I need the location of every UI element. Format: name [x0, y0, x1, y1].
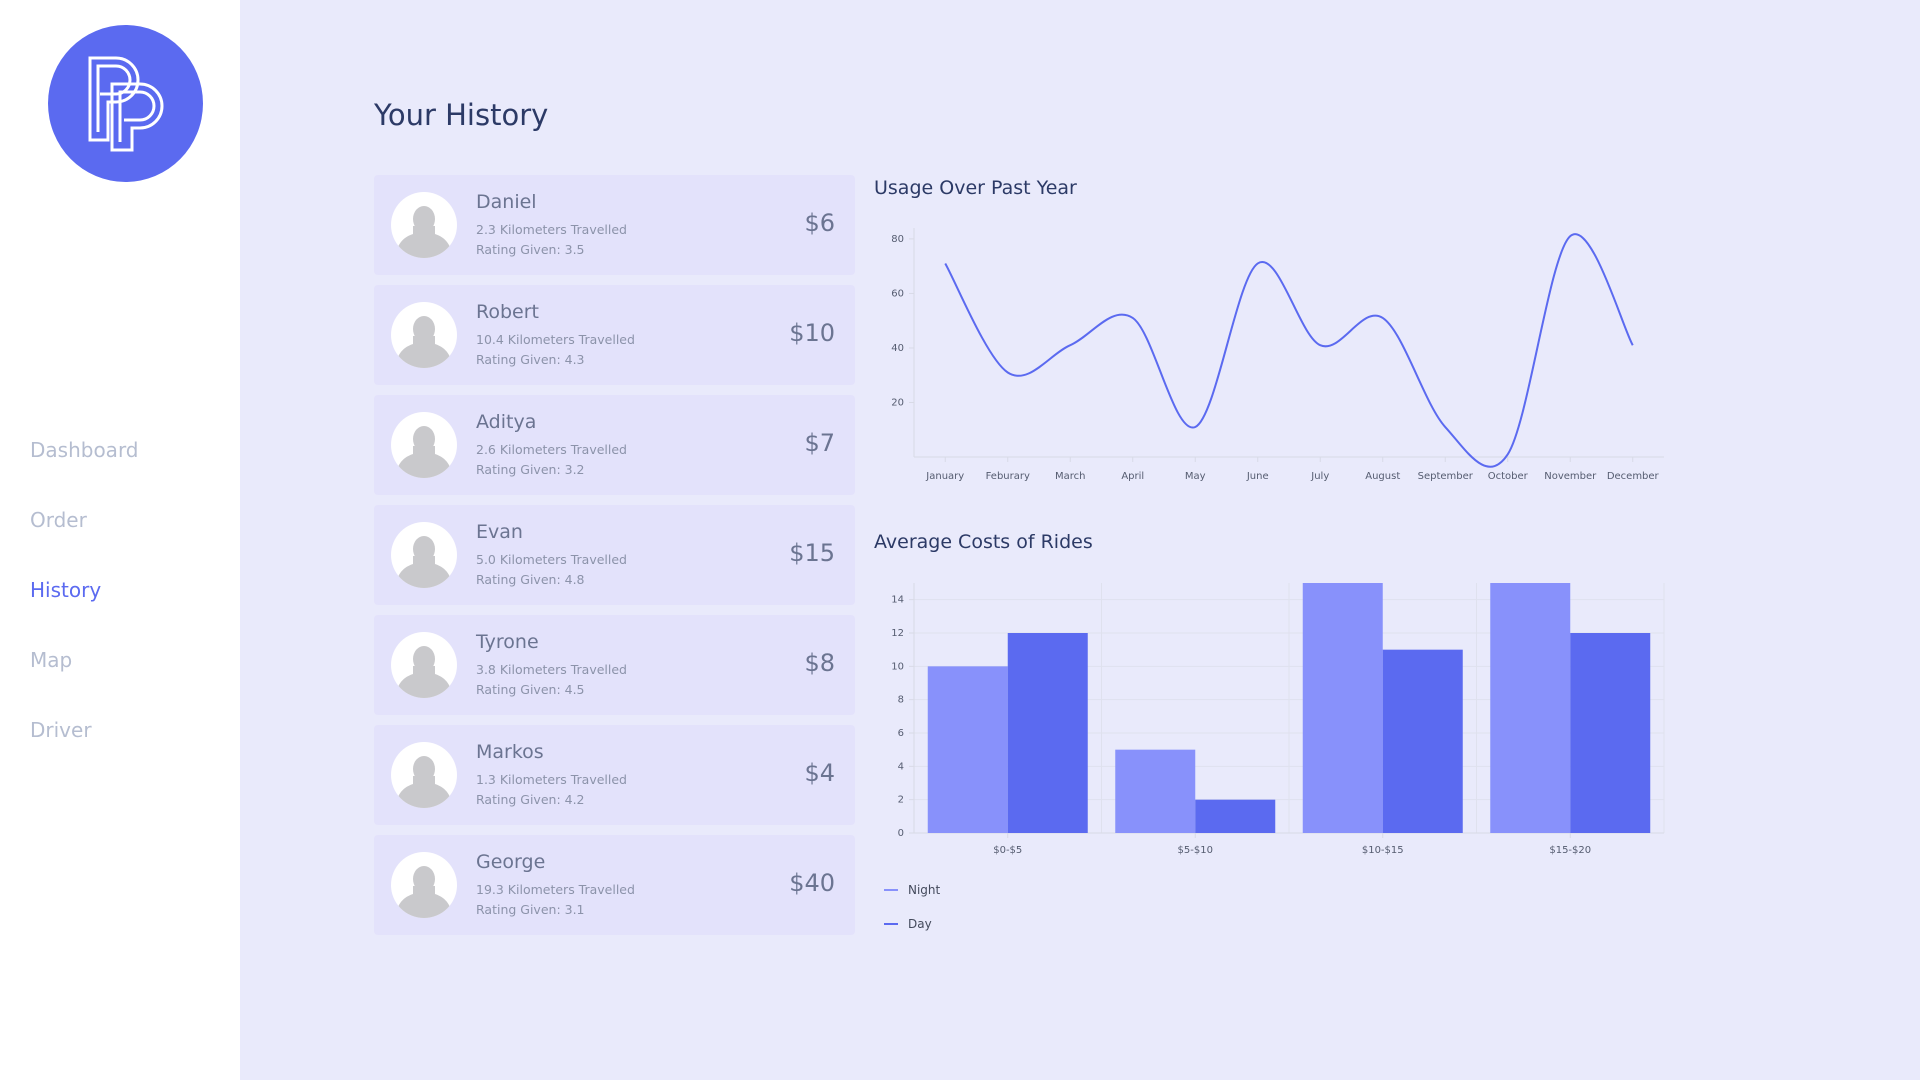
ride-price: $8 [804, 649, 835, 677]
rider-name: Robert [476, 301, 539, 323]
ride-history-list: Daniel 2.3 Kilometers Travelled Rating Giv… [374, 175, 855, 945]
ride-card[interactable]: Daniel 2.3 Kilometers Travelled Rating Giv… [374, 175, 855, 275]
y-tick-label: 0 [898, 828, 904, 839]
pp-logo-icon[interactable] [48, 25, 203, 182]
legend-label-night: Night [908, 883, 941, 897]
x-tick-label: $5-$10 [1178, 845, 1213, 856]
distance-travelled: 2.6 Kilometers Travelled [476, 442, 627, 457]
distance-travelled: 10.4 Kilometers Travelled [476, 332, 635, 347]
x-tick-label: October [1488, 471, 1529, 482]
ride-price: $6 [804, 209, 835, 237]
x-tick-label: $10-$15 [1362, 845, 1404, 856]
y-tick-label: 10 [891, 661, 904, 672]
x-tick-label: June [1246, 471, 1269, 482]
ride-price: $7 [804, 429, 835, 457]
distance-travelled: 5.0 Kilometers Travelled [476, 552, 627, 567]
nav-history[interactable]: History [30, 578, 102, 602]
rider-name: Markos [476, 741, 544, 763]
sidebar: Dashboard Order History Map Driver [0, 0, 240, 1080]
y-tick-label: 14 [891, 595, 904, 606]
bar-night [1115, 749, 1196, 833]
ride-card[interactable]: Tyrone 3.8 Kilometers Travelled Rating Giv… [374, 615, 855, 715]
y-tick-label: 20 [891, 397, 904, 408]
bar-night [927, 666, 1008, 833]
usage-line-chart: 20 40 60 80 January Feburary March April May June… [891, 228, 1664, 482]
bar-day [1195, 799, 1276, 833]
y-tick-label: 2 [898, 795, 904, 806]
avatar-icon [391, 192, 457, 258]
costs-bar-chart: 0 2 4 6 8 10 12 14 $0-$5 $5-$10 $10-$15 $15-$20 Nigh… [884, 583, 1665, 931]
costs-chart-title: Average Costs of Rides [874, 531, 1093, 553]
x-tick-label: $0-$5 [993, 845, 1022, 856]
ride-price: $15 [789, 539, 835, 567]
x-tick-label: January [925, 471, 964, 482]
distance-travelled: 3.8 Kilometers Travelled [476, 662, 627, 677]
nav-order[interactable]: Order [30, 508, 87, 532]
y-tick-label: 6 [898, 728, 904, 739]
avatar-icon [391, 852, 457, 918]
avatar-icon [391, 522, 457, 588]
avatar-icon [391, 302, 457, 368]
bar-night [1302, 583, 1383, 833]
ride-card[interactable]: George 19.3 Kilometers Travelled Rating Gi… [374, 835, 855, 935]
x-tick-label: December [1607, 471, 1660, 482]
rider-name: Evan [476, 521, 523, 543]
rating-given: Rating Given: 3.1 [476, 902, 585, 917]
rider-name: Tyrone [476, 631, 539, 653]
page-title: Your History [374, 98, 549, 132]
usage-chart-title: Usage Over Past Year [874, 177, 1077, 199]
ride-card[interactable]: Evan 5.0 Kilometers Travelled Rating Given… [374, 505, 855, 605]
y-tick-label: 60 [891, 288, 904, 299]
y-tick-label: 40 [891, 343, 904, 354]
ride-card[interactable]: Robert 10.4 Kilometers Travelled Rating Gi… [374, 285, 855, 385]
ride-price: $10 [789, 319, 835, 347]
x-tick-label: May [1185, 471, 1206, 482]
y-tick-label: 4 [898, 761, 904, 772]
ride-card[interactable]: Aditya 2.6 Kilometers Travelled Rating Giv… [374, 395, 855, 495]
avatar-icon [391, 742, 457, 808]
y-tick-label: 80 [891, 234, 904, 245]
x-tick-label: July [1310, 471, 1329, 482]
nav-driver[interactable]: Driver [30, 718, 92, 742]
distance-travelled: 19.3 Kilometers Travelled [476, 882, 635, 897]
distance-travelled: 2.3 Kilometers Travelled [476, 222, 627, 237]
ride-card[interactable]: Markos 1.3 Kilometers Travelled Rating Giv… [374, 725, 855, 825]
x-tick-label: April [1121, 471, 1144, 482]
bar-day [1007, 633, 1088, 833]
sidebar-nav: Dashboard Order History Map Driver [30, 432, 139, 782]
ride-price: $4 [804, 759, 835, 787]
rider-name: Daniel [476, 191, 537, 213]
rating-given: Rating Given: 3.5 [476, 242, 585, 257]
y-tick-label: 12 [891, 628, 904, 639]
rider-name: George [476, 851, 546, 873]
x-tick-label: November [1544, 471, 1597, 482]
usage-series-line [944, 233, 1634, 468]
rating-given: Rating Given: 4.8 [476, 572, 585, 587]
bar-day [1570, 633, 1651, 833]
rating-given: Rating Given: 4.3 [476, 352, 585, 367]
x-tick-label: $15-$20 [1549, 845, 1591, 856]
avatar-icon [391, 632, 457, 698]
rider-name: Aditya [476, 411, 537, 433]
x-tick-label: March [1055, 471, 1085, 482]
ride-price: $40 [789, 869, 835, 897]
avatar-icon [391, 412, 457, 478]
bar-night [1490, 583, 1571, 833]
rating-given: Rating Given: 4.2 [476, 792, 585, 807]
x-tick-label: September [1418, 471, 1474, 482]
y-tick-label: 8 [898, 695, 904, 706]
x-tick-label: Feburary [986, 471, 1030, 482]
distance-travelled: 1.3 Kilometers Travelled [476, 772, 627, 787]
rating-given: Rating Given: 4.5 [476, 682, 585, 697]
bar-day [1382, 649, 1463, 833]
rating-given: Rating Given: 3.2 [476, 462, 585, 477]
nav-map[interactable]: Map [30, 648, 73, 672]
nav-dashboard[interactable]: Dashboard [30, 438, 139, 462]
x-tick-label: August [1365, 471, 1400, 482]
legend-label-day: Day [908, 917, 932, 931]
